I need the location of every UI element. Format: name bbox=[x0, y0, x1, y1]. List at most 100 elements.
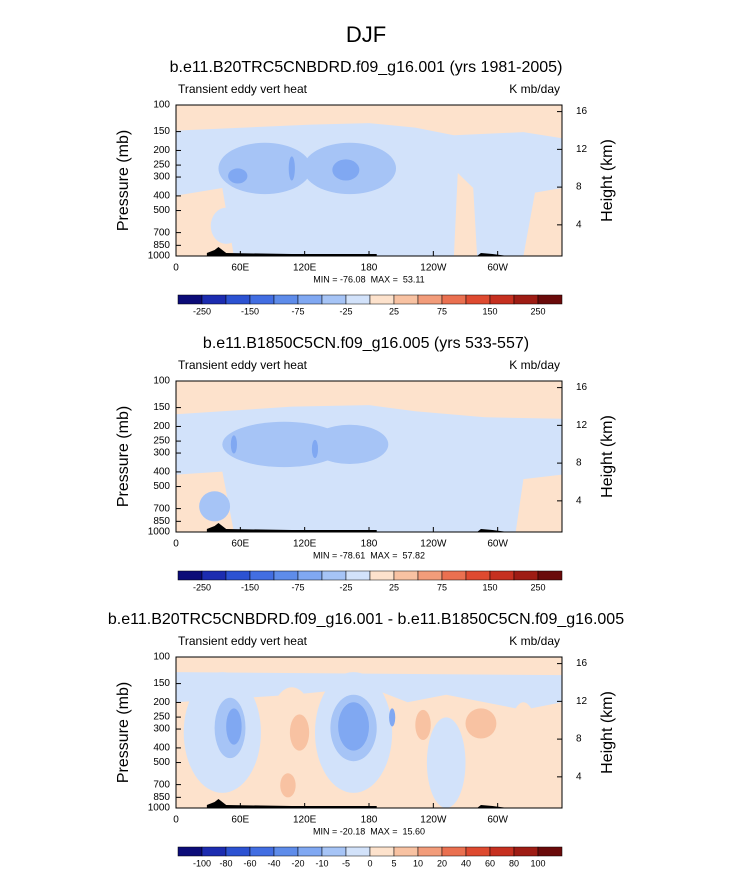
y2-tick-label: 16 bbox=[576, 658, 588, 669]
colorbar-box bbox=[441, 294, 467, 305]
colorbar-box bbox=[441, 570, 467, 581]
y2-tick-label: 16 bbox=[576, 382, 588, 393]
topography bbox=[206, 523, 508, 532]
y2-tick-label: 4 bbox=[576, 771, 582, 782]
contour-region bbox=[199, 491, 231, 522]
panel-title: b.e11.B1850C5CN.f09_g16.005 (yrs 533-557… bbox=[203, 335, 529, 352]
panel-title: b.e11.B20TRC5CNBDRD.f09_g16.001 (yrs 198… bbox=[170, 59, 563, 76]
colorbar-box bbox=[393, 570, 419, 581]
colorbar-box bbox=[393, 846, 419, 857]
colorbar-box bbox=[489, 570, 515, 581]
x-tick-label: 120E bbox=[293, 263, 317, 274]
colorbar-label: -60 bbox=[243, 858, 256, 868]
colorbar-box bbox=[249, 294, 275, 305]
panel: b.e11.B20TRC5CNBDRD.f09_g16.001 - b.e11.… bbox=[108, 611, 624, 868]
left-label: Transient eddy vert heat bbox=[178, 358, 308, 372]
y-axis-label: Pressure (mb) bbox=[115, 406, 132, 507]
contour-region bbox=[338, 702, 369, 751]
colorbar-box bbox=[369, 570, 395, 581]
y-axis-label: Pressure (mb) bbox=[115, 682, 132, 783]
y-tick-label: 150 bbox=[153, 678, 170, 689]
y2-tick-label: 12 bbox=[576, 420, 588, 431]
contour-region bbox=[311, 424, 389, 465]
colorbar-label: -150 bbox=[241, 306, 259, 316]
x-tick-label: 0 bbox=[173, 263, 179, 274]
contour-region bbox=[415, 709, 431, 741]
colorbar-label: -250 bbox=[193, 306, 211, 316]
panel: b.e11.B1850C5CN.f09_g16.005 (yrs 533-557… bbox=[115, 335, 616, 592]
contour-region bbox=[389, 708, 396, 727]
colorbar-box bbox=[201, 846, 227, 857]
colorbar-box bbox=[417, 570, 443, 581]
colorbar-label: -75 bbox=[291, 582, 304, 592]
colorbar-label: 5 bbox=[391, 858, 396, 868]
y-tick-label: 500 bbox=[153, 205, 170, 216]
y-tick-label: 700 bbox=[153, 227, 170, 238]
x-tick-label: 60E bbox=[231, 815, 249, 826]
y-axis-label: Pressure (mb) bbox=[115, 130, 132, 231]
y-tick-label: 150 bbox=[153, 126, 170, 137]
x-tick-label: 120W bbox=[420, 263, 447, 274]
x-tick-label: 60W bbox=[487, 263, 508, 274]
colorbar-box bbox=[513, 294, 539, 305]
x-tick-label: 120W bbox=[420, 539, 447, 550]
y-tick-label: 300 bbox=[153, 172, 170, 183]
colorbar-label: 75 bbox=[437, 306, 447, 316]
y2-axis-label: Height (km) bbox=[599, 415, 616, 498]
x-tick-label: 180 bbox=[361, 263, 378, 274]
colorbar-box bbox=[321, 846, 347, 857]
y-tick-label: 250 bbox=[153, 160, 170, 171]
y2-tick-label: 8 bbox=[576, 734, 582, 745]
colorbar-label: -25 bbox=[339, 582, 352, 592]
colorbar-label: 80 bbox=[509, 858, 519, 868]
colorbar-label: -80 bbox=[219, 858, 232, 868]
x-tick-label: 120W bbox=[420, 815, 447, 826]
y-tick-label: 500 bbox=[153, 481, 170, 492]
colorbar-label: 100 bbox=[530, 858, 545, 868]
colorbar-box bbox=[537, 294, 563, 305]
colorbar-box bbox=[345, 570, 371, 581]
contour-region bbox=[492, 207, 516, 238]
contour-region bbox=[280, 773, 296, 798]
colorbar-box bbox=[369, 294, 395, 305]
colorbar-box bbox=[417, 846, 443, 857]
colorbar-box bbox=[273, 846, 299, 857]
colorbar-box bbox=[177, 846, 203, 857]
contour-region bbox=[289, 714, 310, 751]
y-tick-label: 700 bbox=[153, 779, 170, 790]
colorbar-label: -10 bbox=[315, 858, 328, 868]
colorbar-label: -75 bbox=[291, 306, 304, 316]
colorbar-box bbox=[249, 846, 275, 857]
colorbar-box bbox=[201, 294, 227, 305]
contour-region bbox=[230, 435, 237, 454]
contour-region bbox=[465, 708, 497, 739]
contour-region bbox=[218, 142, 312, 195]
colorbar-label: -250 bbox=[193, 582, 211, 592]
colorbar-label: -40 bbox=[267, 858, 280, 868]
contour-region bbox=[228, 168, 248, 184]
y-tick-label: 250 bbox=[153, 436, 170, 447]
colorbar-box bbox=[225, 294, 251, 305]
y-tick-label: 250 bbox=[153, 712, 170, 723]
topography bbox=[206, 247, 508, 256]
colorbar-label: 25 bbox=[389, 582, 399, 592]
figure-title: DJF bbox=[346, 22, 386, 47]
y-tick-label: 200 bbox=[153, 697, 170, 708]
colorbar-label: -150 bbox=[241, 582, 259, 592]
stats: MIN = -20.18 MAX = 15.60 bbox=[313, 826, 425, 836]
colorbar-label: 25 bbox=[389, 306, 399, 316]
colorbar-label: 40 bbox=[461, 858, 471, 868]
colorbar-box bbox=[345, 294, 371, 305]
colorbar-box bbox=[417, 294, 443, 305]
colorbar-label: 75 bbox=[437, 582, 447, 592]
x-tick-label: 120E bbox=[293, 539, 317, 550]
contour-region bbox=[507, 702, 539, 793]
panel-title: b.e11.B20TRC5CNBDRD.f09_g16.001 - b.e11.… bbox=[108, 611, 624, 628]
y-tick-label: 400 bbox=[153, 467, 170, 478]
colorbar-box bbox=[201, 570, 227, 581]
y-tick-label: 200 bbox=[153, 421, 170, 432]
x-tick-label: 60W bbox=[487, 815, 508, 826]
x-tick-label: 60W bbox=[487, 539, 508, 550]
y2-tick-label: 12 bbox=[576, 696, 588, 707]
